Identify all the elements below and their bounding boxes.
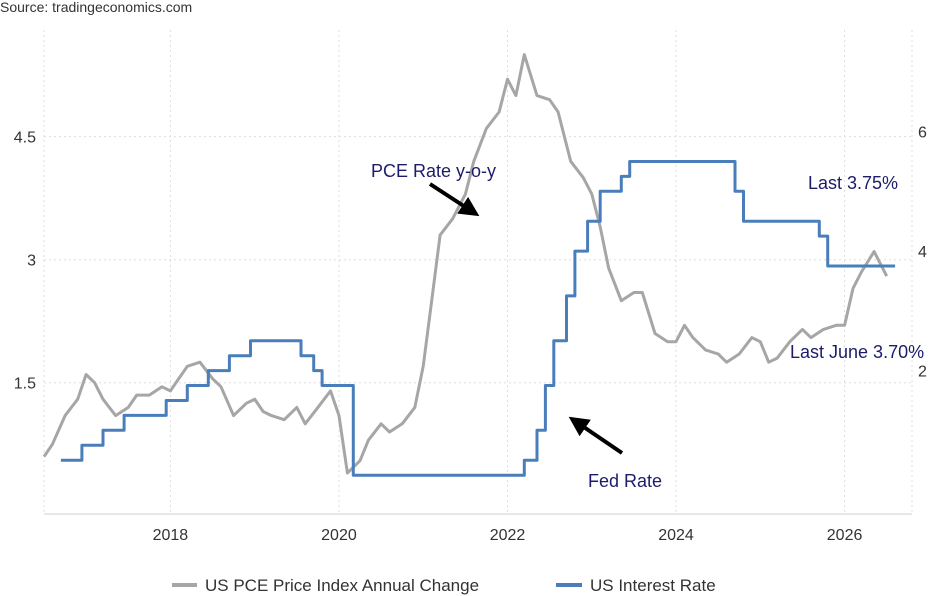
series-lines bbox=[42, 53, 896, 477]
fed-arrow bbox=[568, 416, 624, 455]
legend-label-pce: US PCE Price Index Annual Change bbox=[205, 576, 479, 595]
right-tick-label: 4 bbox=[918, 244, 927, 261]
right-tick-label: 6 bbox=[918, 125, 927, 142]
annotation-last-rate: Last 3.75% bbox=[808, 173, 898, 193]
annotation-fed: Fed Rate bbox=[588, 471, 662, 491]
legend-label-rate: US Interest Rate bbox=[590, 576, 716, 595]
x-tick-label: 2022 bbox=[490, 527, 526, 544]
x-tick-label: 2020 bbox=[321, 527, 357, 544]
x-tick-label: 2024 bbox=[658, 527, 694, 544]
annotation-last-pce: Last June 3.70% bbox=[790, 342, 924, 362]
pce-arrow bbox=[428, 182, 480, 217]
x-tick-label: 2026 bbox=[827, 527, 863, 544]
interest-rate-series-line bbox=[60, 160, 896, 477]
right-tick-labels: 2 4 6 bbox=[918, 125, 927, 381]
left-tick-label: 3 bbox=[27, 253, 36, 270]
x-tick-label: 2018 bbox=[153, 527, 189, 544]
x-tick-labels: 2018 2020 2022 2024 2026 bbox=[153, 527, 863, 544]
right-tick-label: 2 bbox=[918, 364, 927, 381]
source-label: Source: tradingeconomics.com bbox=[0, 0, 192, 15]
grid bbox=[43, 30, 913, 514]
left-tick-labels: 1.5 3 4.5 bbox=[14, 130, 36, 393]
pce-series-line bbox=[42, 53, 889, 475]
left-tick-label: 1.5 bbox=[14, 376, 36, 393]
annotation-pce: PCE Rate y-o-y bbox=[371, 161, 496, 181]
left-tick-label: 4.5 bbox=[14, 130, 36, 147]
legend: US PCE Price Index Annual Change US Inte… bbox=[172, 576, 716, 595]
